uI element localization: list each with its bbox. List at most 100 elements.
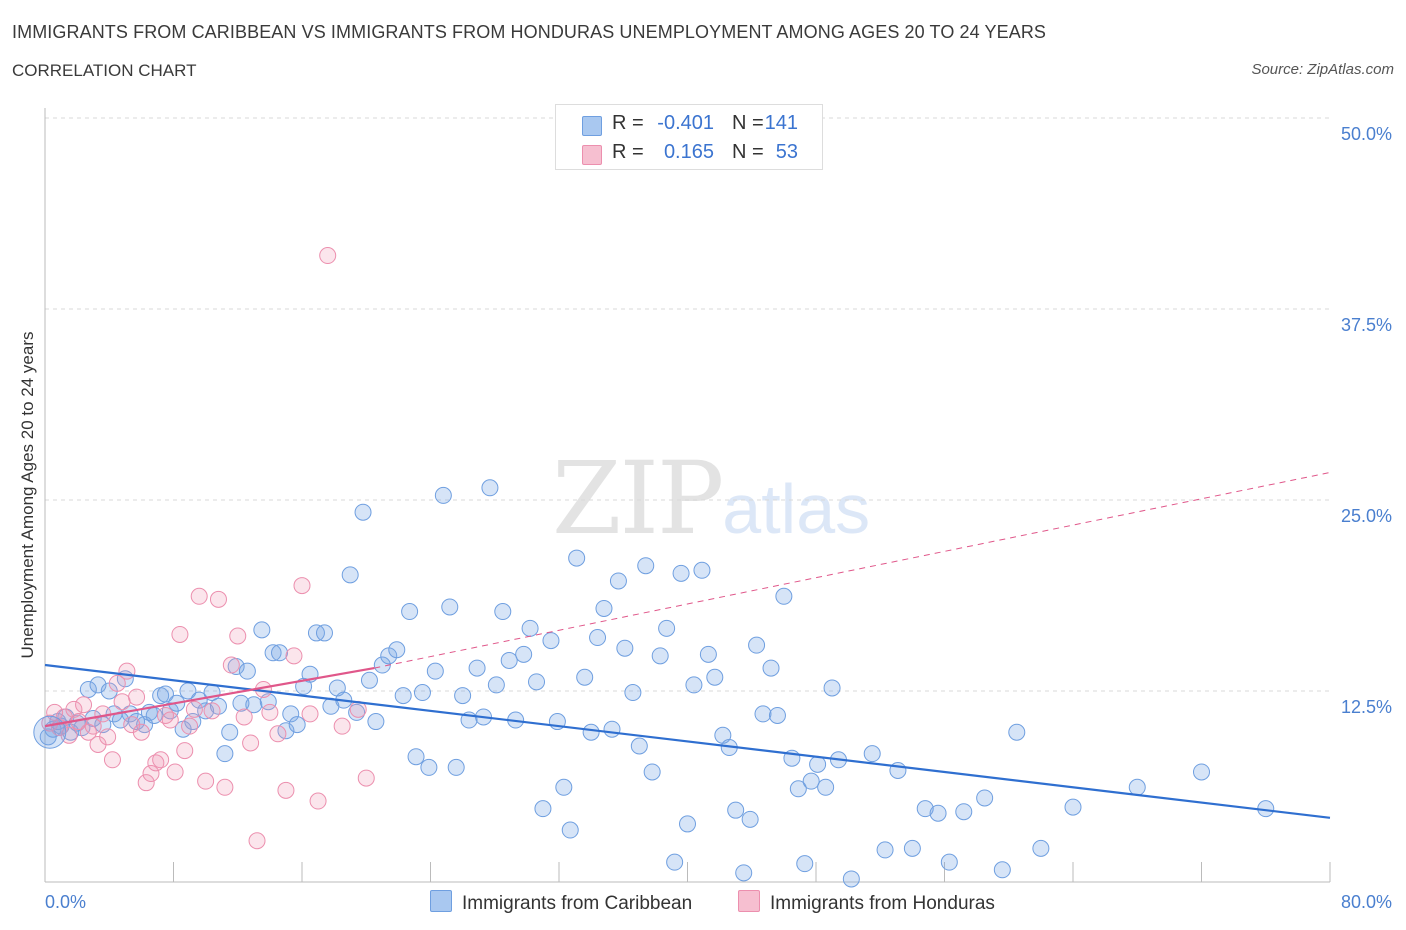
point-caribbean (802, 772, 820, 790)
point-honduras (285, 647, 303, 665)
point-caribbean (609, 572, 627, 590)
point-caribbean (1128, 778, 1146, 796)
point-caribbean (500, 651, 518, 669)
point-caribbean (413, 684, 431, 702)
point-honduras (185, 700, 203, 718)
point-caribbean (245, 696, 263, 714)
point-honduras (118, 662, 136, 680)
point-caribbean (360, 671, 378, 689)
point-caribbean (589, 629, 607, 647)
point-honduras (147, 754, 165, 772)
point-caribbean (863, 745, 881, 763)
point-caribbean (341, 566, 359, 584)
point-caribbean (288, 716, 306, 734)
watermark-atlas: atlas (722, 470, 871, 548)
point-caribbean (741, 810, 759, 828)
point-honduras (309, 792, 327, 810)
point-honduras (293, 577, 311, 595)
point-caribbean (727, 801, 745, 819)
point-caribbean (426, 662, 444, 680)
point-honduras (242, 734, 260, 752)
point-caribbean (735, 864, 753, 882)
point-honduras (156, 706, 174, 724)
point-honduras (277, 781, 295, 799)
point-caribbean (420, 758, 438, 776)
point-caribbean (699, 645, 717, 663)
point-honduras (209, 590, 227, 608)
point-honduras (269, 725, 287, 743)
point-caribbean (568, 549, 586, 567)
point-caribbean (271, 644, 289, 662)
point-caribbean (754, 705, 772, 723)
legend-item-honduras[interactable]: Immigrants from Honduras (738, 890, 995, 915)
point-honduras (152, 751, 170, 769)
legend-n-label: N = (732, 141, 764, 163)
point-honduras (176, 742, 194, 760)
point-caribbean (528, 673, 546, 691)
point-caribbean (232, 694, 250, 712)
point-caribbean (282, 705, 300, 723)
legend-row-caribbean: R = -0.401 N = 141 (556, 110, 822, 138)
point-caribbean (434, 486, 452, 504)
y-tick-label: 25.0% (1341, 506, 1392, 526)
point-caribbean (515, 645, 533, 663)
x-tick-label: 80.0% (1341, 892, 1392, 912)
point-caribbean (616, 639, 634, 657)
trend-lines (44, 472, 1331, 819)
point-caribbean (534, 800, 552, 818)
point-caribbean (367, 713, 385, 731)
trendline-caribbean (44, 663, 1331, 819)
legend-swatch-honduras (738, 890, 760, 912)
point-caribbean (796, 855, 814, 873)
point-caribbean (216, 745, 234, 763)
point-caribbean (401, 603, 419, 621)
grid (45, 117, 1330, 692)
point-honduras (203, 702, 221, 720)
point-caribbean (693, 561, 711, 579)
point-honduras (128, 688, 146, 706)
legend-item-caribbean[interactable]: Immigrants from Caribbean (430, 890, 692, 915)
point-caribbean (903, 839, 921, 857)
point-caribbean (666, 853, 684, 871)
legend-swatch-caribbean (582, 116, 602, 136)
point-honduras (190, 587, 208, 605)
legend-n-label: N = (732, 112, 764, 134)
chart-title: IMMIGRANTS FROM CARIBBEAN VS IMMIGRANTS … (12, 22, 1047, 42)
point-honduras (75, 696, 93, 714)
legend-swatch-caribbean (430, 890, 452, 912)
point-caribbean (630, 737, 648, 755)
point-caribbean (221, 723, 239, 741)
point-caribbean (1064, 798, 1082, 816)
legend-swatch-honduras (582, 145, 602, 165)
point-honduras (319, 247, 337, 265)
point-caribbean (809, 755, 827, 773)
point-caribbean (521, 619, 539, 637)
point-honduras (357, 769, 375, 787)
point-honduras (103, 751, 121, 769)
point-caribbean (624, 684, 642, 702)
point-honduras (333, 717, 351, 735)
point-caribbean (916, 800, 934, 818)
point-caribbean (603, 720, 621, 738)
point-caribbean (481, 479, 499, 497)
point-honduras (235, 708, 253, 726)
point-caribbean (156, 685, 174, 703)
legend-label-honduras: Immigrants from Honduras (770, 893, 995, 914)
point-caribbean (685, 676, 703, 694)
point-caribbean (706, 668, 724, 686)
point-caribbean (561, 821, 579, 839)
point-caribbean (468, 659, 486, 677)
legend-label-caribbean: Immigrants from Caribbean (462, 893, 693, 914)
point-caribbean (993, 861, 1011, 879)
point-caribbean (748, 636, 766, 654)
point-caribbean (576, 668, 594, 686)
point-caribbean (348, 703, 366, 721)
point-caribbean (823, 679, 841, 697)
point-caribbean (447, 758, 465, 776)
y-tick-label: 12.5% (1341, 697, 1392, 717)
source-label: Source: ZipAtlas.com (1251, 61, 1394, 78)
point-caribbean (762, 659, 780, 677)
point-caribbean (253, 621, 271, 639)
point-honduras (229, 627, 247, 645)
point-caribbean (454, 687, 472, 705)
